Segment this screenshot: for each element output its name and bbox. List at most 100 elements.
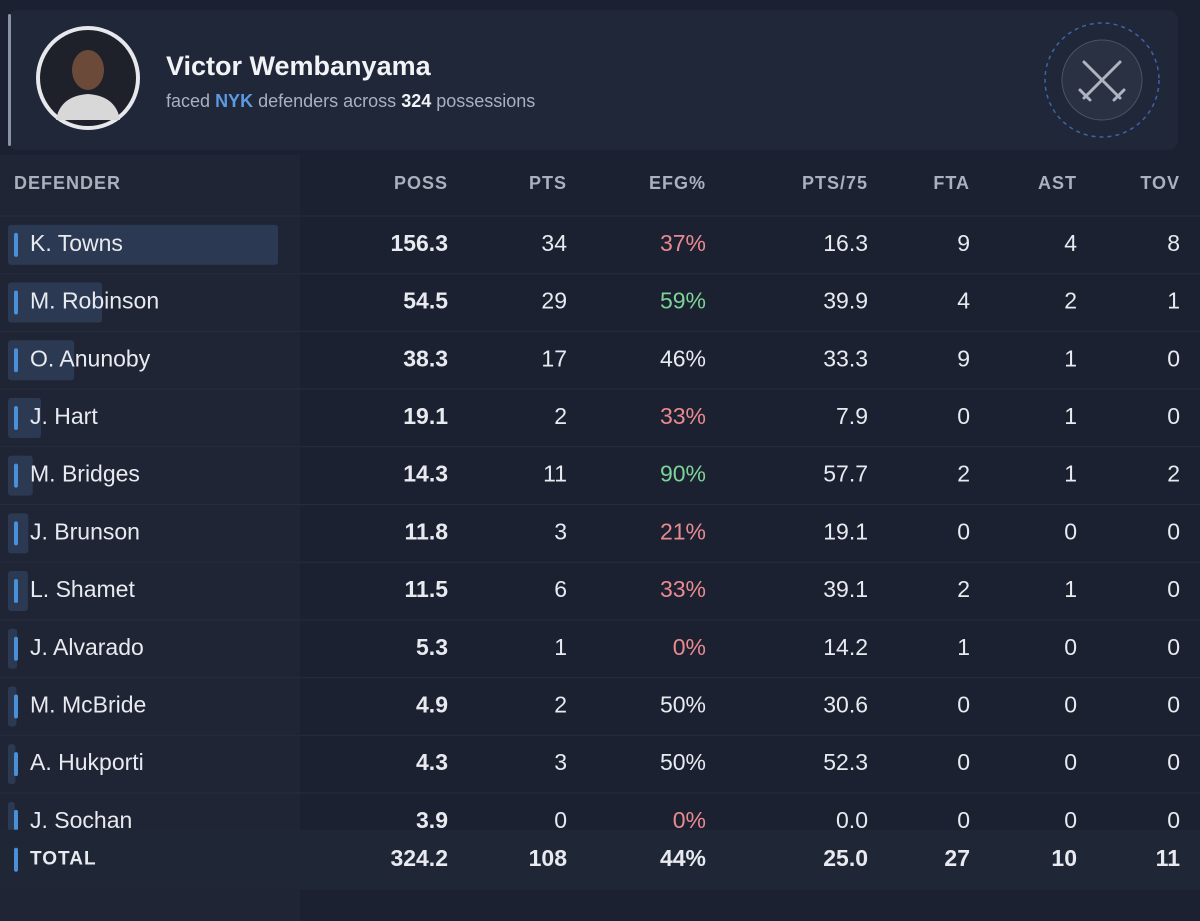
defender-name: M. McBride <box>30 692 146 718</box>
stat-cell: 33% <box>660 403 706 429</box>
poss-bar <box>8 513 29 554</box>
stat-cell: 0 <box>1064 749 1077 775</box>
row-accent <box>14 694 18 719</box>
stat-cell: 2 <box>1064 288 1077 314</box>
defender-name: J. Brunson <box>30 518 140 544</box>
stat-cell: 6 <box>554 576 567 602</box>
team: NYK <box>215 91 253 111</box>
subtitle-text: possessions <box>436 91 535 111</box>
row-accent <box>14 636 18 661</box>
subtitle-text: faced <box>166 91 210 111</box>
stat-cell: 29 <box>541 288 567 314</box>
stat-cell: 0 <box>957 518 970 544</box>
subtitle: faced NYK defenders across 324 possessio… <box>166 91 535 111</box>
stat-cell: 33.3 <box>823 345 868 371</box>
header-accent <box>8 14 11 146</box>
stat-cell: 50% <box>660 749 706 775</box>
stat-cell: 1 <box>1167 288 1180 314</box>
stat-cell: 4 <box>957 288 970 314</box>
defender-name: L. Shamet <box>30 576 135 602</box>
column-header: PTS <box>529 173 567 193</box>
stat-cell: 0 <box>957 692 970 718</box>
column-header: AST <box>1038 173 1077 193</box>
stat-cell: 11 <box>543 461 567 487</box>
column-header: EFG% <box>649 173 706 193</box>
stat-cell: 90% <box>660 461 706 487</box>
poss-bar <box>8 282 103 323</box>
stat-cell: 0 <box>1167 634 1180 660</box>
stat-cell: 0 <box>1064 807 1077 833</box>
icon-ring <box>1044 22 1160 138</box>
stat-cell: 3 <box>554 749 567 775</box>
stat-cell: 4.3 <box>416 749 448 775</box>
stat-cell: 50% <box>660 692 706 718</box>
poss-bar <box>8 340 75 381</box>
stat-cell: 0.0 <box>836 807 868 833</box>
stat-cell: 2 <box>1167 461 1180 487</box>
stat-cell: 46% <box>660 345 706 371</box>
header-card <box>8 10 1178 150</box>
row-accent <box>14 752 18 777</box>
stat-cell: 8 <box>1167 230 1180 256</box>
stat-cell: 2 <box>957 576 970 602</box>
stat-cell: 1 <box>1064 576 1077 602</box>
column-header: FTA <box>933 173 970 193</box>
stat-cell: 2 <box>554 692 567 718</box>
row-accent <box>14 521 18 546</box>
total-cell: 108 <box>529 845 568 871</box>
row-accent <box>14 290 18 315</box>
defender-name: M. Bridges <box>30 461 140 487</box>
defender-name: J. Sochan <box>30 807 132 833</box>
total-row <box>0 829 1200 890</box>
poss-bar <box>8 744 16 785</box>
row-accent <box>14 463 18 488</box>
stat-cell: 3 <box>554 518 567 544</box>
total-cell: 10 <box>1051 845 1077 871</box>
row-accent <box>14 579 18 604</box>
stat-cell: 156.3 <box>390 230 448 256</box>
stat-cell: 1 <box>1064 461 1077 487</box>
stat-cell: 0 <box>1064 518 1077 544</box>
stat-cell: 0 <box>1064 634 1077 660</box>
stat-cell: 5.3 <box>416 634 448 660</box>
stat-cell: 1 <box>1064 403 1077 429</box>
stat-cell: 37% <box>660 230 706 256</box>
stat-cell: 0 <box>1167 576 1180 602</box>
stat-cell: 19.1 <box>823 518 868 544</box>
defender-name: J. Alvarado <box>30 634 144 660</box>
stat-cell: 9 <box>957 230 970 256</box>
row-accent <box>14 847 18 872</box>
stat-cell: 14.3 <box>403 461 448 487</box>
defender-name: M. Robinson <box>30 288 159 314</box>
stat-cell: 54.5 <box>403 288 448 314</box>
defender-name: J. Hart <box>30 403 98 429</box>
row-accent <box>14 809 18 834</box>
matchup-icon <box>1044 22 1160 138</box>
avatar-body <box>56 94 120 120</box>
player-name: Victor Wembanyama <box>166 51 432 81</box>
stat-cell: 57.7 <box>823 461 868 487</box>
total-cell: 44% <box>660 845 706 871</box>
stat-cell: 0 <box>1167 345 1180 371</box>
stat-cell: 21% <box>660 518 706 544</box>
stat-cell: 11.5 <box>405 576 449 602</box>
stat-cell: 1 <box>1064 345 1077 371</box>
possession-count: 324 <box>401 91 431 111</box>
stat-cell: 0 <box>1064 692 1077 718</box>
swords <box>1078 60 1126 102</box>
total-cell: 324.2 <box>390 845 448 871</box>
stat-cell: 59% <box>660 288 706 314</box>
stat-cell: 33% <box>660 576 706 602</box>
stat-cell: 39.1 <box>823 576 868 602</box>
total-cell: 27 <box>944 845 970 871</box>
stat-cell: 11.8 <box>405 518 449 544</box>
row-accent <box>14 405 18 430</box>
column-header: PTS/75 <box>802 173 868 193</box>
stat-cell: 4 <box>1064 230 1077 256</box>
stat-cell: 0% <box>673 807 706 833</box>
table: DEFENDER POSS PTS EFG% PTS/75 FTA AST TOV K. Tow… <box>0 173 1200 890</box>
stat-cell: 38.3 <box>403 345 448 371</box>
stat-cell: 0% <box>673 634 706 660</box>
stat-cell: 0 <box>554 807 567 833</box>
